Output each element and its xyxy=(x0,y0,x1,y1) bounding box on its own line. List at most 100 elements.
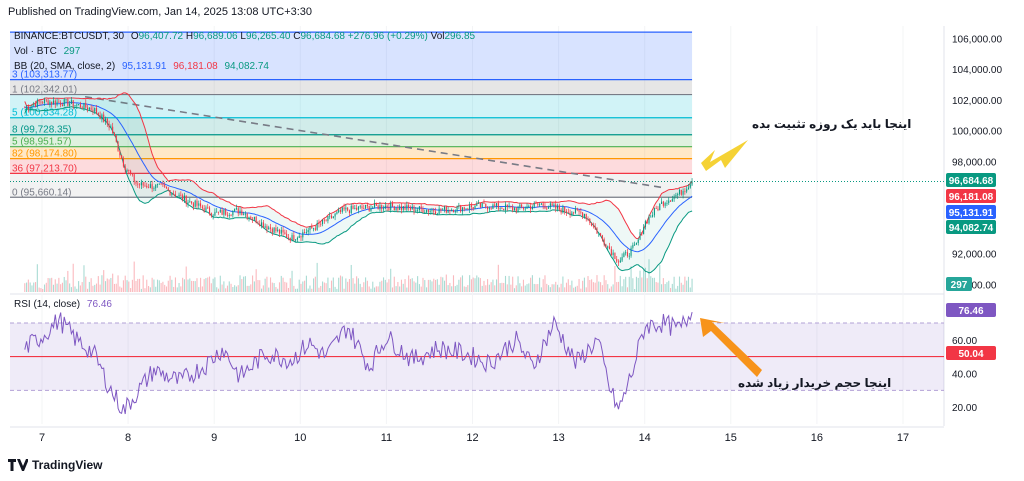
volume-bar xyxy=(277,288,279,292)
candle-body xyxy=(655,208,657,209)
candle-body xyxy=(384,205,386,209)
volume-bar xyxy=(447,285,449,292)
volume-bar xyxy=(461,275,464,292)
candle-body xyxy=(158,183,160,185)
volume-bar xyxy=(519,283,521,292)
candle-body xyxy=(526,206,528,209)
candle-body xyxy=(92,109,94,112)
candle-body xyxy=(151,184,153,190)
rsi-tag-text: 76.46 xyxy=(958,306,983,317)
price-tick-label: 90,000.00 xyxy=(952,280,997,291)
candle-body xyxy=(110,126,112,128)
candlesticks xyxy=(24,96,693,266)
volume-bar xyxy=(605,280,607,292)
volume-bar xyxy=(652,277,654,292)
volume-legend[interactable]: Vol · BTC 297 xyxy=(14,46,80,57)
volume-bar xyxy=(537,284,539,292)
volume-bar xyxy=(106,278,108,292)
price-tick-label: 102,000.00 xyxy=(952,96,1002,107)
volume-bar xyxy=(691,278,693,292)
candle-body xyxy=(395,207,397,211)
candle-body xyxy=(34,104,37,107)
volume-bar xyxy=(131,279,133,292)
candle-body xyxy=(354,207,356,209)
candle-body xyxy=(221,210,223,215)
candle-body xyxy=(479,203,481,208)
volume-bar xyxy=(438,284,440,292)
candle-body xyxy=(542,203,544,206)
candle-body xyxy=(608,246,611,250)
tradingview-footer[interactable]: TradingView xyxy=(8,458,102,472)
candle-body xyxy=(374,203,376,208)
candle-body xyxy=(420,206,422,209)
candle-body xyxy=(156,184,159,185)
annotation-arrows xyxy=(700,140,762,377)
candle-body xyxy=(293,235,295,241)
candle-body xyxy=(31,105,33,108)
candle-body xyxy=(194,200,196,207)
volume-bar xyxy=(492,279,494,292)
volume-bar xyxy=(214,277,216,292)
volume-bar xyxy=(571,280,573,292)
fib-level-label: 1 (102,342.01) xyxy=(12,85,77,96)
volume-bar xyxy=(512,276,514,292)
candle-body xyxy=(149,184,151,188)
symbol-legend[interactable]: BINANCE:BTCUSDT, 30 O96,407.72 H96,689.0… xyxy=(14,31,475,42)
volume-bar xyxy=(76,288,78,292)
candle-body xyxy=(528,206,530,207)
candle-body xyxy=(95,108,98,114)
candle-body xyxy=(130,170,132,174)
candle-body xyxy=(580,211,582,213)
yellow-arrow xyxy=(701,140,748,171)
trendline xyxy=(84,95,663,189)
fibonacci-retracement[interactable]: 3 (103,313.77) 1 (102,342.01) 5 (100,834.2… xyxy=(10,31,693,198)
candle-body xyxy=(291,235,293,241)
volume-bar xyxy=(311,288,313,292)
volume-bar xyxy=(397,282,399,292)
candle-body xyxy=(558,205,560,210)
volume-bar xyxy=(69,283,71,292)
volume-bar xyxy=(589,280,591,292)
time-tick-label: 10 xyxy=(294,432,306,444)
rsi-legend[interactable]: RSI (14, close) 76.46 xyxy=(14,299,112,310)
volume-bar xyxy=(321,281,324,292)
candle-body xyxy=(178,194,180,197)
candle-body xyxy=(452,209,455,213)
candle-body xyxy=(363,208,365,210)
volume-bar xyxy=(200,277,202,292)
candle-body xyxy=(501,208,503,210)
fib-level-label: 36 (97,213.70) xyxy=(12,163,77,174)
candle-body xyxy=(345,207,347,210)
volume-bar xyxy=(680,282,682,292)
candle-body xyxy=(408,205,410,208)
price-tag-text: 95,131.91 xyxy=(949,208,994,219)
candle-body xyxy=(38,100,40,102)
candle-body xyxy=(379,205,381,210)
candle-body xyxy=(201,206,203,209)
volume-bar xyxy=(336,288,338,292)
volume-bar xyxy=(339,275,342,292)
volume-bar xyxy=(83,265,85,292)
candle-body xyxy=(433,210,435,212)
volume-bar xyxy=(490,282,492,292)
bb-legend[interactable]: BB (20, SMA, close, 2) 95,131.91 96,181.… xyxy=(14,61,269,72)
candle-body xyxy=(686,189,688,192)
volume-bar xyxy=(63,276,65,292)
candle-body xyxy=(431,210,433,211)
volume-bar xyxy=(309,285,311,292)
candle-body xyxy=(348,210,350,214)
candle-body xyxy=(282,229,284,233)
volume-bar xyxy=(320,285,322,292)
volume-bar xyxy=(562,276,564,292)
candle-body xyxy=(434,211,437,214)
volume-bar xyxy=(637,277,639,292)
volume-bar xyxy=(176,287,178,292)
volume-bar xyxy=(347,281,349,292)
candle-body xyxy=(262,222,264,228)
volume-bar xyxy=(60,284,62,292)
volume-bar xyxy=(400,279,403,292)
volume-bar xyxy=(442,277,444,292)
price-tag-text: 94,082.74 xyxy=(949,223,994,234)
candle-body xyxy=(535,203,537,204)
